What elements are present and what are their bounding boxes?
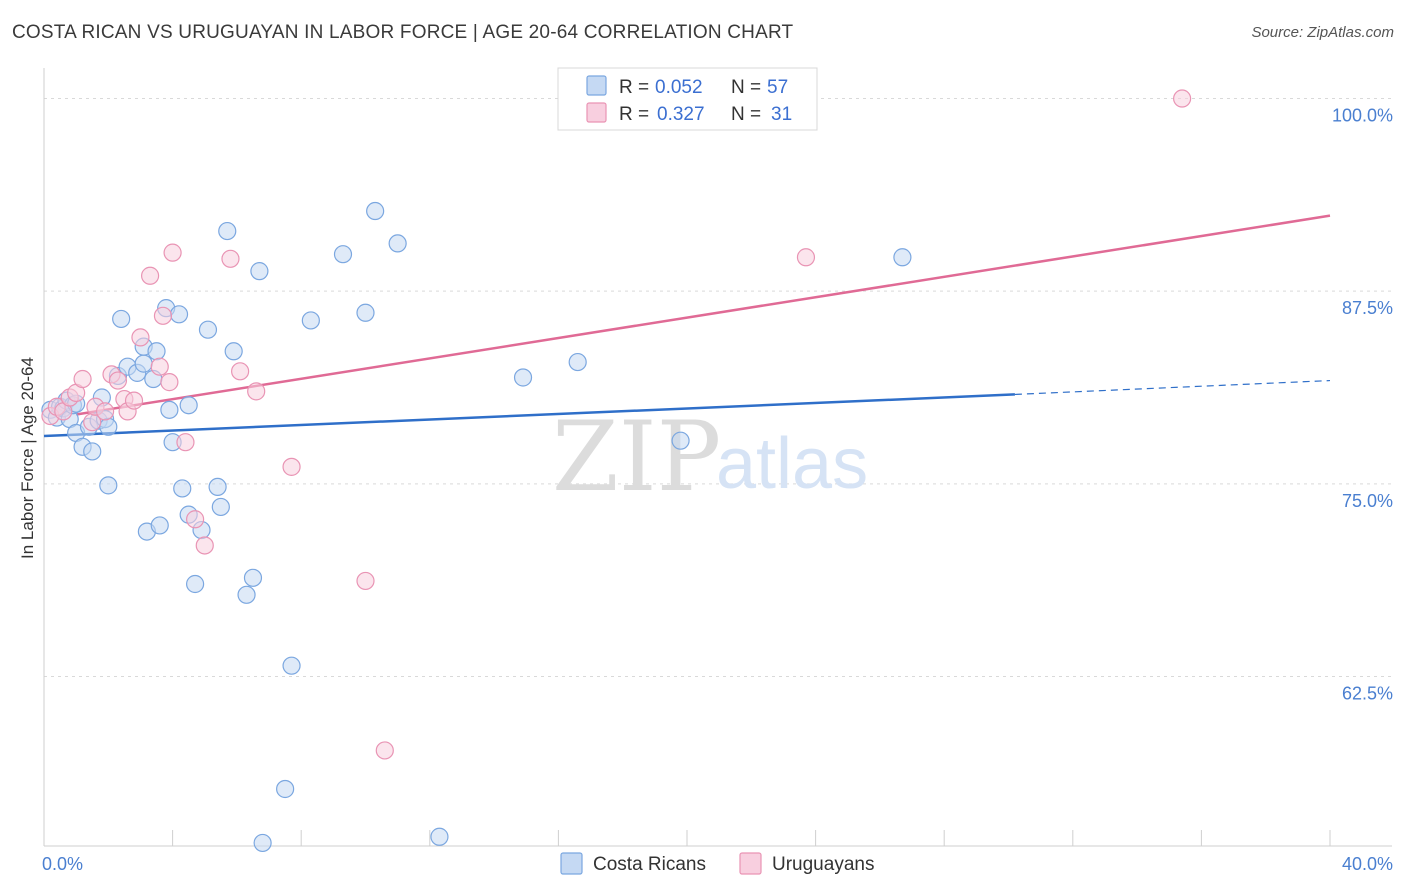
point-costa-ricans — [211, 497, 230, 517]
bottom-legend-swatch-costa-ricans — [560, 852, 583, 875]
point-costa-ricans — [388, 234, 407, 253]
point-costa-ricans — [568, 352, 587, 372]
legend-n-label: N = — [731, 104, 761, 125]
point-uruguayans — [150, 357, 169, 376]
point-costa-ricans — [513, 368, 533, 387]
legend-n-label: N = — [731, 77, 761, 98]
point-uruguayans — [73, 369, 92, 389]
point-costa-ricans — [333, 245, 353, 264]
point-uruguayans — [186, 510, 205, 529]
point-uruguayans — [195, 536, 214, 555]
point-costa-ricans — [237, 585, 256, 604]
x-tick-label: 40.0% — [1342, 854, 1393, 874]
bottom-legend-uruguayans: Uruguayans — [772, 854, 874, 875]
point-costa-ricans — [301, 311, 320, 330]
point-costa-ricans — [430, 827, 449, 846]
legend-r-label: R = — [619, 77, 649, 98]
y-axis-label: In Labor Force | Age 20-64 — [18, 357, 37, 559]
x-tick-labels: 0.0% 40.0% — [42, 854, 1393, 874]
point-uruguayans — [231, 362, 250, 381]
point-costa-ricans — [150, 516, 169, 535]
chart-title: COSTA RICAN VS URUGUAYAN IN LABOR FORCE … — [12, 22, 794, 43]
point-uruguayans — [176, 433, 195, 452]
legend-swatch-costa-ricans — [586, 75, 607, 96]
trend-line-extension — [1014, 379, 1331, 396]
point-costa-ricans — [282, 656, 301, 675]
point-costa-ricans — [893, 248, 912, 267]
point-costa-ricans — [253, 833, 272, 853]
point-costa-ricans — [112, 309, 131, 329]
point-uruguayans — [124, 391, 144, 410]
legend-r-value: 0.052 — [655, 77, 703, 98]
x-tick-label: 0.0% — [42, 854, 83, 874]
point-costa-ricans — [83, 442, 102, 461]
legend: R = 0.052 N = 57 R = 0.327 N = 31 — [557, 67, 818, 131]
y-tick-label: 87.5% — [1342, 298, 1393, 318]
point-costa-ricans — [179, 396, 198, 415]
legend-n-value: 57 — [767, 77, 788, 98]
point-costa-ricans — [356, 303, 375, 322]
y-tick-label: 75.0% — [1342, 491, 1393, 511]
data-points — [41, 89, 1192, 853]
point-uruguayans — [247, 382, 266, 401]
point-uruguayans — [153, 306, 173, 325]
point-costa-ricans — [250, 262, 269, 281]
watermark-atlas: atlas — [716, 424, 868, 504]
point-costa-ricans — [366, 201, 385, 221]
point-uruguayans — [95, 402, 115, 421]
point-costa-ricans — [198, 320, 218, 339]
legend-swatch-uruguayans — [586, 102, 607, 123]
point-uruguayans — [796, 248, 816, 267]
watermark-zip: ZIP — [552, 401, 721, 513]
point-uruguayans — [356, 571, 375, 591]
y-tick-label: 62.5% — [1342, 683, 1393, 703]
point-costa-ricans — [147, 342, 166, 361]
trend-line — [43, 393, 1015, 438]
point-costa-ricans — [671, 431, 690, 450]
point-costa-ricans — [173, 479, 192, 498]
legend-n-value: 31 — [771, 104, 792, 125]
point-costa-ricans — [224, 342, 243, 361]
point-uruguayans — [282, 457, 301, 476]
point-uruguayans — [375, 741, 394, 760]
point-costa-ricans — [276, 779, 295, 799]
point-uruguayans — [140, 266, 160, 285]
point-uruguayans — [221, 249, 240, 268]
point-costa-ricans — [160, 400, 179, 419]
y-tick-labels: 100.0% 87.5% 75.0% 62.5% — [1332, 106, 1393, 704]
trend-line — [75, 214, 1331, 416]
point-costa-ricans — [218, 221, 237, 241]
bottom-legend-swatch-uruguayans — [739, 852, 762, 875]
point-uruguayans — [160, 373, 179, 392]
point-costa-ricans — [243, 568, 263, 587]
bottom-legend: Costa Ricans Uruguayans — [560, 852, 874, 875]
y-tick-label: 100.0% — [1332, 106, 1393, 126]
point-uruguayans — [108, 371, 128, 390]
point-costa-ricans — [99, 417, 118, 436]
source-label: Source: ZipAtlas.com — [1251, 24, 1394, 41]
point-costa-ricans — [208, 477, 227, 497]
point-costa-ricans — [99, 476, 118, 495]
point-costa-ricans — [186, 574, 205, 594]
bottom-legend-costa-ricans: Costa Ricans — [593, 854, 706, 875]
point-uruguayans — [163, 243, 182, 262]
legend-r-label: R = — [619, 104, 649, 125]
trend-lines — [43, 214, 1331, 438]
point-costa-ricans — [134, 354, 153, 373]
point-uruguayans — [1173, 89, 1192, 108]
legend-r-value: 0.327 — [657, 104, 705, 125]
point-costa-ricans — [169, 305, 189, 324]
point-uruguayans — [131, 328, 150, 347]
